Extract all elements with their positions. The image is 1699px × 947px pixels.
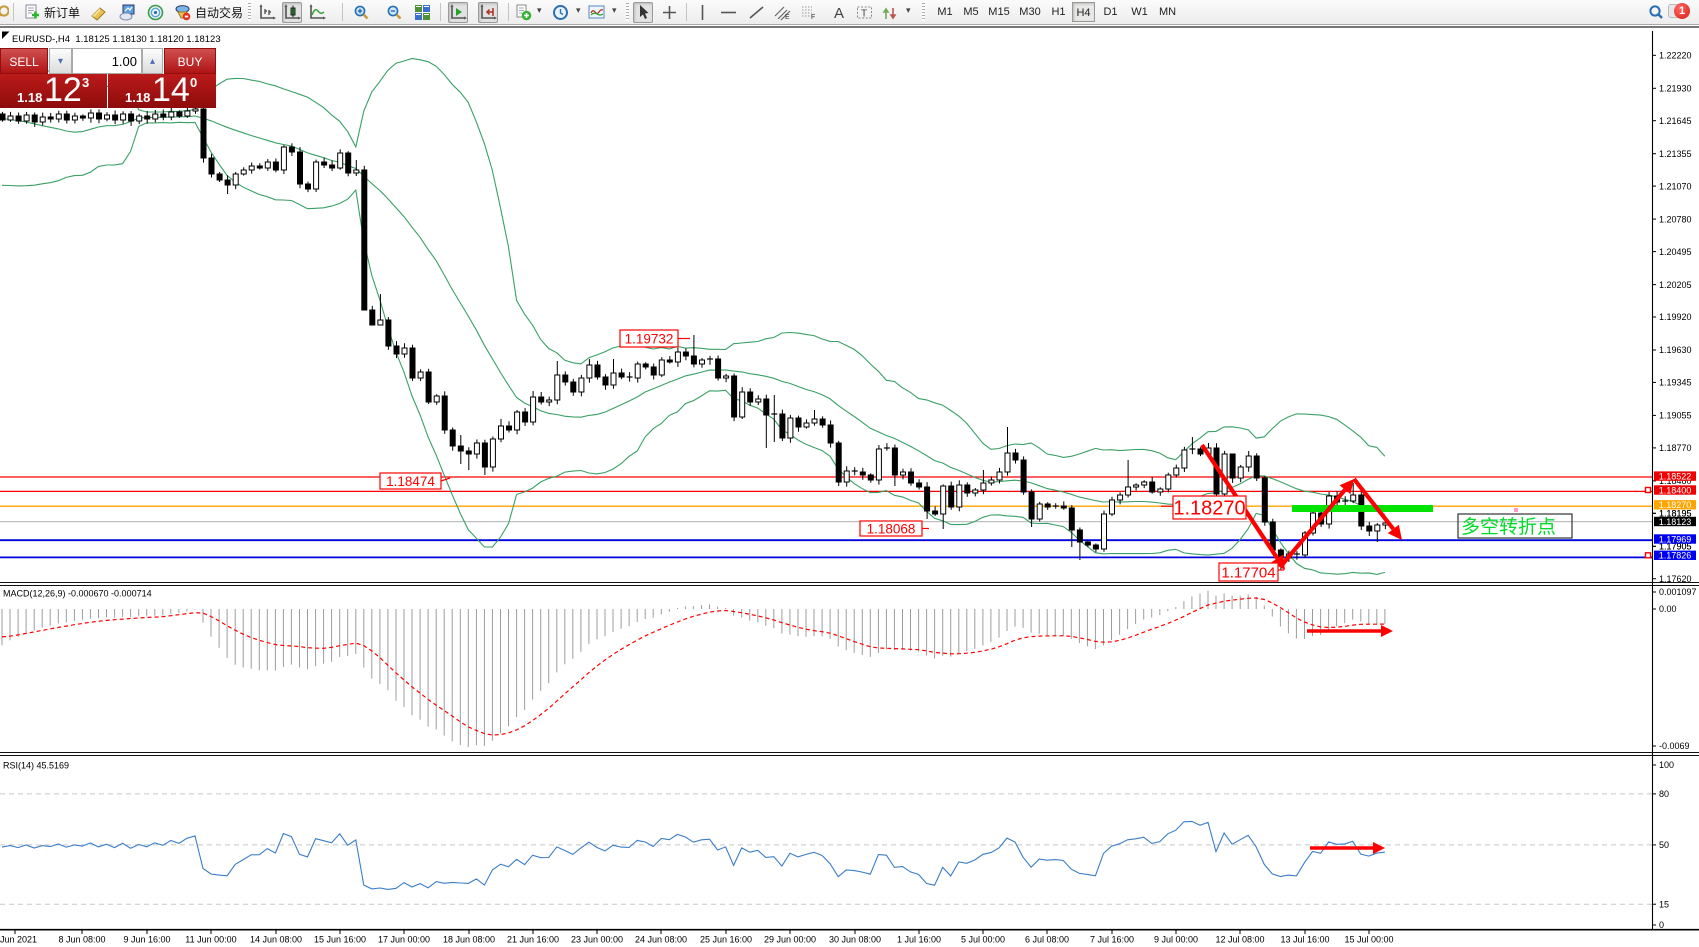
svg-text:0.001097: 0.001097 (1659, 587, 1697, 597)
svg-text:50: 50 (1659, 840, 1669, 850)
svg-text:13 Jul 16:00: 13 Jul 16:00 (1280, 935, 1329, 945)
svg-text:7 Jul 16:00: 7 Jul 16:00 (1090, 935, 1134, 945)
svg-text:1.19630: 1.19630 (1659, 345, 1692, 355)
svg-text:8 Jun 08:00: 8 Jun 08:00 (58, 935, 105, 945)
svg-text:-0.0069: -0.0069 (1659, 741, 1690, 751)
svg-text:80: 80 (1659, 789, 1669, 799)
svg-text:1.20495: 1.20495 (1659, 247, 1692, 257)
svg-text:1.18400: 1.18400 (1659, 485, 1692, 495)
svg-text:25 Jun 16:00: 25 Jun 16:00 (700, 935, 752, 945)
svg-text:14 Jun 08:00: 14 Jun 08:00 (250, 935, 302, 945)
svg-text:6 Jul 08:00: 6 Jul 08:00 (1025, 935, 1069, 945)
svg-text:24 Jun 08:00: 24 Jun 08:00 (635, 935, 687, 945)
svg-text:1.20780: 1.20780 (1659, 214, 1692, 224)
svg-text:E: E (785, 14, 790, 21)
svg-text:1.17826: 1.17826 (1659, 551, 1692, 561)
svg-text:1.18123: 1.18123 (1659, 517, 1692, 527)
svg-text:9 Jul 00:00: 9 Jul 00:00 (1154, 935, 1198, 945)
svg-text:0: 0 (1659, 920, 1664, 930)
svg-text:11 Jun 00:00: 11 Jun 00:00 (185, 935, 236, 945)
svg-text:1.22220: 1.22220 (1659, 51, 1692, 61)
svg-text:15: 15 (1659, 899, 1669, 909)
svg-text:F: F (811, 14, 815, 21)
svg-text:21 Jun 16:00: 21 Jun 16:00 (507, 935, 559, 945)
svg-text:Jun 2021: Jun 2021 (0, 935, 37, 945)
svg-text:1.17704: 1.17704 (1221, 564, 1275, 581)
svg-text:23 Jun 00:00: 23 Jun 00:00 (571, 935, 623, 945)
svg-text:5 Jul 00:00: 5 Jul 00:00 (961, 935, 1005, 945)
svg-text:15 Jul 00:00: 15 Jul 00:00 (1344, 935, 1393, 945)
svg-text:9 Jun 16:00: 9 Jun 16:00 (123, 935, 170, 945)
svg-text:1.18195: 1.18195 (1659, 509, 1692, 519)
svg-text:17 Jun 00:00: 17 Jun 00:00 (378, 935, 430, 945)
svg-text:1.20205: 1.20205 (1659, 280, 1692, 290)
svg-text:18 Jun 08:00: 18 Jun 08:00 (443, 935, 495, 945)
svg-text:1.18068: 1.18068 (867, 521, 916, 536)
svg-text:1.19055: 1.19055 (1659, 411, 1692, 421)
svg-text:12 Jul 08:00: 12 Jul 08:00 (1215, 935, 1264, 945)
svg-text:1.17905: 1.17905 (1659, 542, 1692, 552)
svg-text:A: A (834, 5, 844, 21)
svg-text:1.18770: 1.18770 (1659, 443, 1692, 453)
svg-text:1.18270: 1.18270 (1659, 500, 1692, 510)
svg-text:1.18195: 1.18195 (1659, 509, 1692, 519)
svg-text:1.21070: 1.21070 (1659, 181, 1692, 191)
svg-text:RSI(14) 45.5169: RSI(14) 45.5169 (3, 761, 69, 771)
svg-text:EURUSD-,H4 1.18125 1.18130 1.: EURUSD-,H4 1.18125 1.18130 1.18120 1.181… (12, 34, 221, 45)
svg-text:1 Jul 16:00: 1 Jul 16:00 (897, 935, 941, 945)
svg-text:MACD(12,26,9) -0.000670 -0.000: MACD(12,26,9) -0.000670 -0.000714 (3, 589, 152, 599)
svg-text:1.17969: 1.17969 (1659, 534, 1692, 544)
svg-text:100: 100 (1659, 760, 1674, 770)
svg-text:1.18474: 1.18474 (386, 474, 435, 489)
svg-text:1.19732: 1.19732 (625, 331, 674, 346)
svg-text:1.17905: 1.17905 (1659, 542, 1692, 552)
svg-text:1.18522: 1.18522 (1659, 471, 1692, 481)
svg-text:0.00: 0.00 (1659, 604, 1677, 614)
svg-text:29 Jun 00:00: 29 Jun 00:00 (764, 935, 816, 945)
svg-text:T: T (861, 9, 867, 20)
svg-text:1.18480: 1.18480 (1659, 476, 1692, 486)
svg-text:1.21355: 1.21355 (1659, 149, 1692, 159)
svg-text:30 Jun 08:00: 30 Jun 08:00 (829, 935, 881, 945)
svg-text:1.19920: 1.19920 (1659, 312, 1692, 322)
svg-text:1.19345: 1.19345 (1659, 378, 1692, 388)
svg-text:15 Jun 16:00: 15 Jun 16:00 (314, 935, 366, 945)
svg-text:1.21645: 1.21645 (1659, 116, 1692, 126)
svg-text:1.21930: 1.21930 (1659, 84, 1692, 94)
svg-text:多空转折点: 多空转折点 (1461, 516, 1556, 538)
svg-text:1.17620: 1.17620 (1659, 574, 1692, 584)
svg-text:1.18270: 1.18270 (1173, 498, 1245, 520)
